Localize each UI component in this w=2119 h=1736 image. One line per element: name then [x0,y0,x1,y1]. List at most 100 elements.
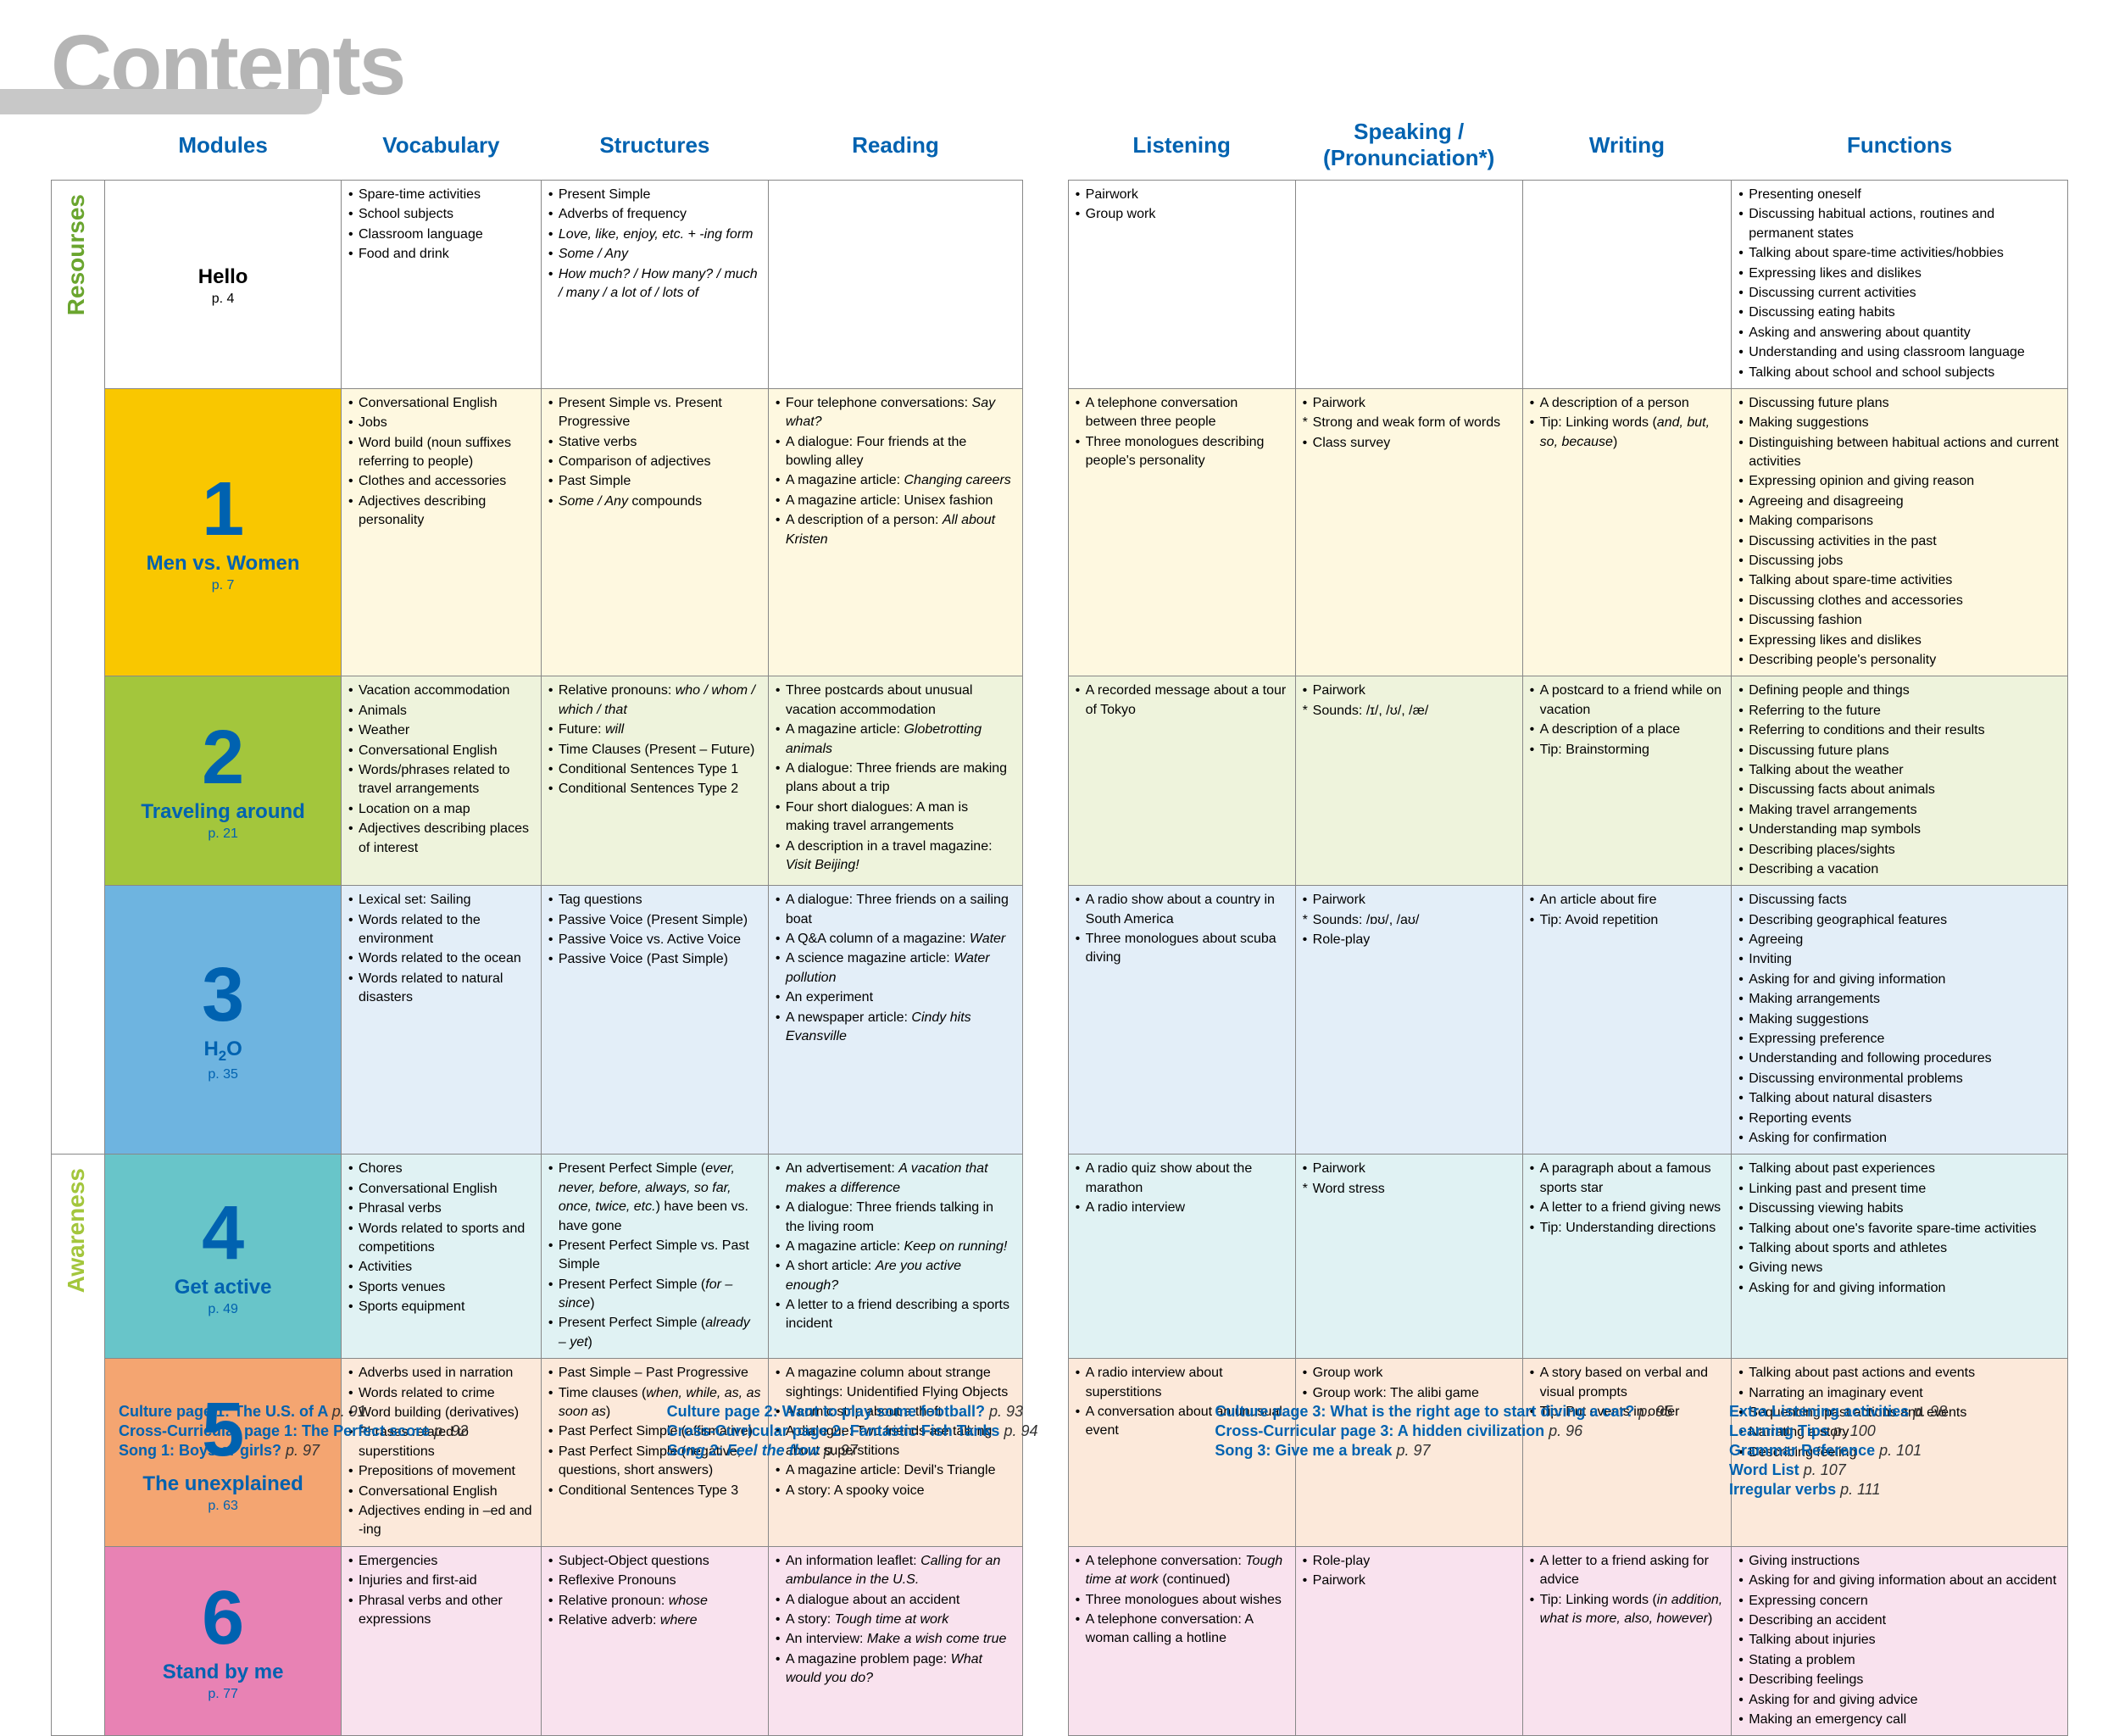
cell-functions: Talking about past experiencesLinking pa… [1732,1155,2068,1359]
cell-reading: Four telephone conversations: Say what?A… [768,388,1022,676]
cell-struct: Present SimpleAdverbs of frequencyLove, … [541,181,768,389]
footer-item: Song 1: Boys or girls? p. 97 [119,1442,633,1460]
section-resources: Resourses [52,181,105,1155]
footer-item: Extra Listening activities p. 98 [1729,1403,2068,1421]
section-awareness: Awareness [52,1155,105,1736]
cell-speaking [1295,181,1522,389]
cell-reading: An advertisement: A vacation that makes … [768,1155,1022,1359]
footer-item: Word List p. 107 [1729,1461,2068,1479]
table-row: Awareness4Get activep. 49ChoresConversat… [52,1155,2068,1359]
cell-struct: Present Perfect Simple (ever, never, bef… [541,1155,768,1359]
footer-item: Song 3: Give me a break p. 97 [1215,1442,1729,1460]
module-page: p. 77 [114,1687,332,1702]
col-functions: Functions [1732,110,2068,181]
cell-writing: A description of a personTip: Linking wo… [1522,388,1732,676]
module-page: p. 7 [114,578,332,593]
footer-item: Culture page 2: Want to play some footba… [667,1403,1182,1421]
cell-listening: PairworkGroup work [1068,181,1295,389]
cell-listening: A telephone conversation: Tough time at … [1068,1546,1295,1736]
cell-writing: An article about fireTip: Avoid repetiti… [1522,886,1732,1155]
footer-col-1: Culture page 1: The U.S. of A p. 91Cross… [119,1403,633,1500]
footer-item: Song 2: Feel the flow p. 97 [667,1442,1182,1460]
module-cell: 1Men vs. Womenp. 7 [105,388,342,676]
module-name: Get active [114,1276,332,1299]
cell-functions: Discussing future plansMaking suggestion… [1732,388,2068,676]
col-speaking: Speaking / (Pronunciation*) [1295,110,1522,181]
module-number: 3 [114,957,332,1033]
module-cell: 6 Stand by me p. 77 [105,1546,342,1736]
footer-item: Grammar Reference p. 101 [1729,1442,2068,1460]
cell-reading: Three postcards about unusual vacation a… [768,676,1022,886]
header-row: Modules Vocabulary Structures Reading Li… [52,110,2068,181]
module-cell: 3H2Op. 35 [105,886,342,1155]
cell-writing: A paragraph about a famous sports starA … [1522,1155,1732,1359]
module-page: p. 4 [114,292,332,307]
cell-vocab: Vacation accommodationAnimalsWeatherConv… [341,676,541,886]
table-row: 1Men vs. Womenp. 7Conversational English… [52,388,2068,676]
table-row: ResoursesHellop. 4Spare-time activitiesS… [52,181,2068,389]
cell-speaking: PairworkStrong and weak form of wordsCla… [1295,388,1522,676]
table-row: 3H2Op. 35Lexical set: SailingWords relat… [52,886,2068,1155]
cell-struct: Subject-Object questionsReflexive Pronou… [541,1546,768,1736]
gap [1023,1546,1069,1736]
footer-item: Irregular verbs p. 111 [1729,1481,2068,1499]
footer-col-3: Culture page 3: What is the right age to… [1215,1403,1729,1500]
module-cell: 4Get activep. 49 [105,1155,342,1359]
cell-vocab: Conversational EnglishJobsWord build (no… [341,388,541,676]
module-name: H2O [114,1038,332,1065]
module-number: 6 [114,1580,332,1656]
col-vocab: Vocabulary [341,110,541,181]
cell-speaking: PairworkSounds: /ɪ/, /ʊ/, /æ/ [1295,676,1522,886]
footer: Culture page 1: The U.S. of A p. 91Cross… [119,1403,2068,1500]
table-row: 6 Stand by me p. 77 EmergenciesInjuries and… [52,1546,2068,1736]
gap [1023,388,1069,676]
cell-reading: A dialogue: Three friends on a sailing b… [768,886,1022,1155]
gap [1023,886,1069,1155]
footer-item: Culture page 3: What is the right age to… [1215,1403,1729,1421]
cell-functions: Presenting oneselfDiscussing habitual ac… [1732,181,2068,389]
col-writing: Writing [1522,110,1732,181]
cell-writing: A postcard to a friend while on vacation… [1522,676,1732,886]
footer-col-2: Culture page 2: Want to play some footba… [667,1403,1182,1500]
footer-item: Cross-Curricular page 1: The Perfect sco… [119,1422,633,1440]
cell-speaking: PairworkWord stress [1295,1155,1522,1359]
footer-item: Culture page 1: The U.S. of A p. 91 [119,1403,633,1421]
col-listening: Listening [1068,110,1295,181]
gap [1023,676,1069,886]
cell-struct: Tag questionsPassive Voice (Present Simp… [541,886,768,1155]
cell-functions: Discussing factsDescribing geographical … [1732,886,2068,1155]
col-reading: Reading [768,110,1022,181]
module-number: 2 [114,720,332,796]
cell-listening: A recorded message about a tour of Tokyo [1068,676,1295,886]
module-name: Traveling around [114,800,332,824]
cell-struct: Relative pronouns: who / whom / which / … [541,676,768,886]
module-cell: Hello p. 4 [105,181,342,389]
cell-vocab: ChoresConversational EnglishPhrasal verb… [341,1155,541,1359]
cell-writing [1522,181,1732,389]
module-page: p. 63 [114,1499,332,1514]
module-number: 4 [114,1195,332,1271]
module-number: 1 [114,471,332,548]
gap [1023,1155,1069,1359]
footer-item: Cross-Curricular page 2: Fantastic Fish … [667,1422,1182,1440]
module-cell: 2 Traveling around p. 21 [105,676,342,886]
cell-listening: A telephone conversation between three p… [1068,388,1295,676]
cell-speaking: PairworkSounds: /ɒʊ/, /aʊ/Role-play [1295,886,1522,1155]
cell-listening: A radio quiz show about the marathonA ra… [1068,1155,1295,1359]
module-name: Hello [114,265,332,289]
cell-reading [768,181,1022,389]
table-row: 2 Traveling around p. 21 Vacation accommoda… [52,676,2068,886]
module-name: Stand by me [114,1661,332,1684]
cell-listening: A radio show about a country in South Am… [1068,886,1295,1155]
footer-item: Learning Tips p. 100 [1729,1422,2068,1440]
cell-reading: An information leaflet: Calling for an a… [768,1546,1022,1736]
col-modules: Modules [105,110,342,181]
cell-vocab: EmergenciesInjuries and first-aidPhrasal… [341,1546,541,1736]
module-page: p. 21 [114,826,332,842]
footer-item: Cross-Curricular page 3: A hidden civili… [1215,1422,1729,1440]
col-struct: Structures [541,110,768,181]
footer-col-4: Extra Listening activities p. 98Learning… [1729,1403,2068,1500]
gap [1023,181,1069,389]
cell-functions: Giving instructionsAsking for and giving… [1732,1546,2068,1736]
cell-writing: A letter to a friend asking for adviceTi… [1522,1546,1732,1736]
